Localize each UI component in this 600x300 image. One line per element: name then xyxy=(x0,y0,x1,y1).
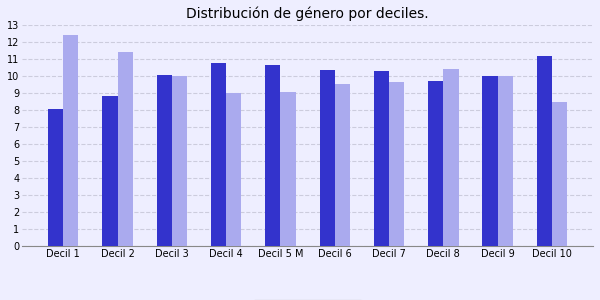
Bar xyxy=(552,102,567,246)
Bar xyxy=(374,71,389,246)
Title: Distribución de género por deciles.: Distribución de género por deciles. xyxy=(186,7,429,21)
Bar xyxy=(226,93,241,246)
Bar xyxy=(389,82,404,246)
Bar xyxy=(211,63,226,246)
Bar xyxy=(172,76,187,246)
Bar xyxy=(497,76,513,246)
Bar xyxy=(482,76,497,246)
Bar xyxy=(103,96,118,246)
Bar xyxy=(536,56,552,246)
Bar xyxy=(320,70,335,246)
Bar xyxy=(118,52,133,246)
Bar xyxy=(428,81,443,246)
Bar xyxy=(48,109,63,246)
Bar xyxy=(335,84,350,246)
Bar xyxy=(157,76,172,246)
Bar xyxy=(280,92,296,246)
Bar xyxy=(443,69,458,246)
Bar xyxy=(265,65,280,246)
Bar xyxy=(63,35,79,246)
